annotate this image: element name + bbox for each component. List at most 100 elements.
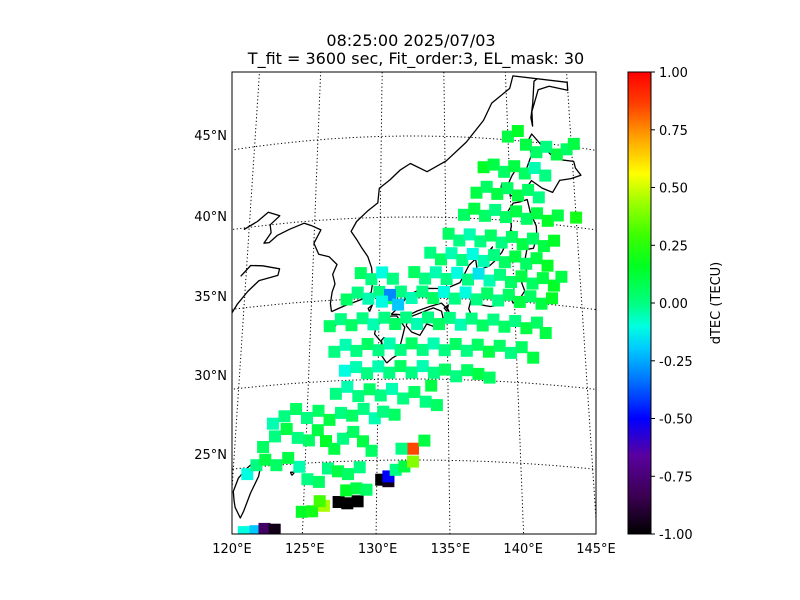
dtec-point <box>425 379 438 392</box>
longitude-tick-label: 130°E <box>358 542 398 557</box>
dtec-point <box>487 313 500 326</box>
dtec-point <box>392 298 405 311</box>
dtec-point <box>430 399 443 412</box>
dtec-point <box>301 412 313 424</box>
dtec-point <box>435 253 447 266</box>
dtec-point <box>328 442 341 455</box>
dtec-point <box>360 483 373 496</box>
latitude-tick-label: 40°N <box>194 210 227 225</box>
dtec-point <box>361 338 374 350</box>
dtec-point <box>363 383 376 396</box>
meridian-line <box>566 72 596 528</box>
dtec-point <box>394 343 407 356</box>
dtec-point <box>365 444 378 457</box>
dtec-point <box>530 146 543 159</box>
longitude-tick-label: 125°E <box>285 542 325 557</box>
dtec-point <box>367 318 380 331</box>
dtec-point <box>442 227 455 240</box>
dtec-point <box>416 285 429 298</box>
dtec-point <box>508 160 521 173</box>
colorbar-tick-label: -0.25 <box>659 355 693 370</box>
dtec-point <box>515 270 528 283</box>
dtec-point <box>427 292 440 305</box>
dtec-point <box>405 366 418 379</box>
dtec-point <box>498 165 511 178</box>
dtec-point <box>522 183 535 196</box>
dtec-point <box>472 267 485 280</box>
colorbar-label: dTEC (TECU) <box>709 262 724 345</box>
dtec-point <box>237 526 250 534</box>
dtec-point <box>448 292 461 305</box>
dtec-point <box>474 235 487 248</box>
colorbar-tick-label: -0.75 <box>659 470 693 485</box>
dtec-point <box>505 276 517 288</box>
dtec-point <box>357 435 369 448</box>
dtec-point <box>462 273 474 286</box>
dtec-point <box>372 344 385 357</box>
dtec-point <box>311 424 324 437</box>
dtec-point <box>375 295 388 308</box>
dtec-point <box>484 229 497 242</box>
dtec-point <box>476 319 489 332</box>
dtec-point <box>334 313 347 326</box>
dtec-point <box>509 315 522 327</box>
dtec-point <box>510 205 523 218</box>
latitude-ticks: 25°N 30°N 35°N 40°N 45°N <box>194 129 227 463</box>
dtec-point <box>527 351 540 364</box>
latitude-tick-label: 30°N <box>194 369 227 384</box>
dtec-point <box>282 451 295 464</box>
dtec-point <box>427 337 440 350</box>
dtec-point <box>438 285 450 298</box>
colorbar-tick-label: 0.50 <box>659 182 688 197</box>
latitude-tick-label: 25°N <box>194 448 227 463</box>
coastline <box>232 264 281 315</box>
dtec-point <box>489 203 502 216</box>
dtec-point <box>270 459 283 472</box>
dtec-point <box>536 272 549 285</box>
dtec-point <box>539 169 552 182</box>
dtec-point <box>372 360 385 373</box>
dtec-point <box>502 288 515 301</box>
dtec-point <box>487 158 500 171</box>
colorbar-tick-label: -1.00 <box>659 528 693 543</box>
dtec-point <box>513 295 526 308</box>
dtec-point <box>470 293 483 306</box>
dtec-point <box>537 240 550 253</box>
dtec-point <box>290 403 303 415</box>
dtec-point <box>461 364 474 377</box>
dtec-point <box>515 341 528 354</box>
dtec-point <box>555 270 568 283</box>
dtec-point <box>567 137 580 150</box>
colorbar-ticks: 1.00 0.75 0.50 0.25 0.00 -0.25 -0.50 -0.75 -1.00 <box>651 66 693 543</box>
dtec-point <box>548 234 561 247</box>
dtec-point <box>419 272 432 285</box>
dtec-point <box>365 273 378 286</box>
longitude-ticks: 120°E 125°E 130°E 135°E 140°E 145°E <box>212 542 616 557</box>
dtec-point <box>524 290 537 303</box>
coastline <box>289 471 296 476</box>
dtec-point <box>499 211 512 224</box>
map-frame <box>231 71 597 535</box>
dtec-point <box>241 468 254 481</box>
dtec-point <box>383 366 396 379</box>
dtec-point <box>356 312 369 325</box>
dtec-point <box>408 386 421 398</box>
dtec-point <box>400 311 413 324</box>
dtec-point <box>332 465 344 478</box>
title-line-1: 08:25:00 2025/07/03 <box>326 31 495 50</box>
dtec-point <box>350 482 363 495</box>
dtec-point <box>388 408 401 421</box>
dtec-point <box>416 343 429 356</box>
dtec-point <box>520 212 533 225</box>
dtec-point <box>466 248 479 260</box>
dtec-point <box>408 266 421 279</box>
latitude-tick-label: 35°N <box>194 290 227 305</box>
dtec-point <box>397 392 410 405</box>
colorbar-gradient <box>627 71 652 535</box>
dtec-point <box>480 180 493 193</box>
dtec-point <box>501 130 514 143</box>
dtec-point <box>459 286 472 299</box>
dtec-point <box>449 338 462 350</box>
dtec-point <box>351 286 364 299</box>
dtec-point <box>539 327 552 339</box>
